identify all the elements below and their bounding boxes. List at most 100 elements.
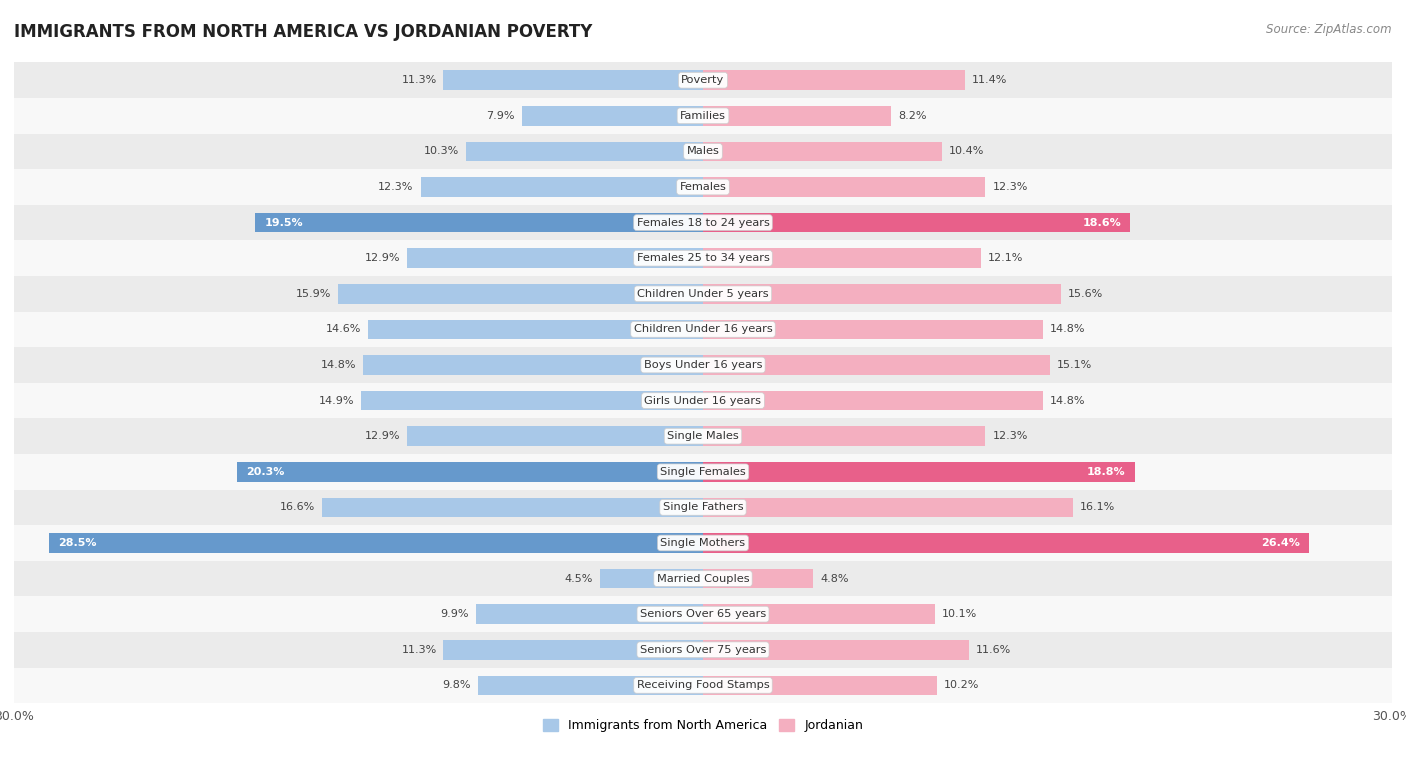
- Text: Single Fathers: Single Fathers: [662, 503, 744, 512]
- Text: Seniors Over 65 years: Seniors Over 65 years: [640, 609, 766, 619]
- Text: Children Under 16 years: Children Under 16 years: [634, 324, 772, 334]
- Text: 18.6%: 18.6%: [1083, 218, 1121, 227]
- Text: 12.1%: 12.1%: [988, 253, 1024, 263]
- Bar: [14, 240, 1392, 276]
- Text: Married Couples: Married Couples: [657, 574, 749, 584]
- Text: 15.9%: 15.9%: [295, 289, 330, 299]
- Text: 28.5%: 28.5%: [58, 538, 96, 548]
- Text: 11.6%: 11.6%: [976, 645, 1011, 655]
- Text: Receiving Food Stamps: Receiving Food Stamps: [637, 681, 769, 691]
- Text: Poverty: Poverty: [682, 75, 724, 85]
- Text: Girls Under 16 years: Girls Under 16 years: [644, 396, 762, 406]
- Bar: [703, 70, 965, 90]
- Bar: [703, 356, 1050, 374]
- Bar: [236, 462, 703, 481]
- Text: 10.2%: 10.2%: [945, 681, 980, 691]
- Bar: [14, 632, 1392, 668]
- Text: 12.3%: 12.3%: [993, 431, 1028, 441]
- Bar: [48, 533, 703, 553]
- Bar: [703, 391, 1043, 410]
- Bar: [703, 213, 1130, 233]
- Text: 15.1%: 15.1%: [1057, 360, 1092, 370]
- Bar: [14, 525, 1392, 561]
- Bar: [703, 497, 1073, 517]
- Text: Females 18 to 24 years: Females 18 to 24 years: [637, 218, 769, 227]
- Text: 10.3%: 10.3%: [425, 146, 460, 156]
- Bar: [14, 561, 1392, 597]
- Bar: [703, 106, 891, 126]
- Bar: [467, 142, 703, 161]
- Text: IMMIGRANTS FROM NORTH AMERICA VS JORDANIAN POVERTY: IMMIGRANTS FROM NORTH AMERICA VS JORDANI…: [14, 23, 592, 41]
- Text: 10.4%: 10.4%: [949, 146, 984, 156]
- Bar: [703, 142, 942, 161]
- Text: 14.6%: 14.6%: [325, 324, 361, 334]
- Text: 14.8%: 14.8%: [1050, 324, 1085, 334]
- Text: 9.8%: 9.8%: [443, 681, 471, 691]
- Text: 16.1%: 16.1%: [1080, 503, 1115, 512]
- Bar: [14, 276, 1392, 312]
- Text: Boys Under 16 years: Boys Under 16 years: [644, 360, 762, 370]
- Bar: [14, 454, 1392, 490]
- Text: 12.9%: 12.9%: [364, 431, 399, 441]
- Bar: [14, 312, 1392, 347]
- Bar: [420, 177, 703, 197]
- Text: Families: Families: [681, 111, 725, 121]
- Bar: [478, 675, 703, 695]
- Bar: [14, 347, 1392, 383]
- Text: Children Under 5 years: Children Under 5 years: [637, 289, 769, 299]
- Text: 4.8%: 4.8%: [820, 574, 849, 584]
- Bar: [703, 249, 981, 268]
- Text: 8.2%: 8.2%: [898, 111, 927, 121]
- Bar: [14, 133, 1392, 169]
- Text: Males: Males: [686, 146, 720, 156]
- Bar: [14, 383, 1392, 418]
- Bar: [406, 427, 703, 446]
- Bar: [14, 418, 1392, 454]
- Bar: [14, 205, 1392, 240]
- Text: 14.8%: 14.8%: [1050, 396, 1085, 406]
- Bar: [337, 284, 703, 304]
- Text: Females: Females: [679, 182, 727, 192]
- Text: 19.5%: 19.5%: [264, 218, 304, 227]
- Text: 26.4%: 26.4%: [1261, 538, 1301, 548]
- Text: 11.3%: 11.3%: [401, 645, 437, 655]
- Text: 20.3%: 20.3%: [246, 467, 284, 477]
- Bar: [475, 604, 703, 624]
- Bar: [703, 568, 813, 588]
- Bar: [361, 391, 703, 410]
- Bar: [599, 568, 703, 588]
- Bar: [443, 70, 703, 90]
- Text: Females 25 to 34 years: Females 25 to 34 years: [637, 253, 769, 263]
- Legend: Immigrants from North America, Jordanian: Immigrants from North America, Jordanian: [537, 714, 869, 738]
- Bar: [363, 356, 703, 374]
- Text: 12.3%: 12.3%: [993, 182, 1028, 192]
- Text: 16.6%: 16.6%: [280, 503, 315, 512]
- Bar: [14, 169, 1392, 205]
- Bar: [703, 604, 935, 624]
- Text: 12.3%: 12.3%: [378, 182, 413, 192]
- Bar: [703, 675, 938, 695]
- Text: 15.6%: 15.6%: [1069, 289, 1104, 299]
- Text: 9.9%: 9.9%: [440, 609, 468, 619]
- Text: 4.5%: 4.5%: [564, 574, 593, 584]
- Bar: [703, 640, 969, 659]
- Bar: [368, 320, 703, 339]
- Bar: [14, 98, 1392, 133]
- Bar: [522, 106, 703, 126]
- Bar: [703, 462, 1135, 481]
- Text: 18.8%: 18.8%: [1087, 467, 1126, 477]
- Text: 7.9%: 7.9%: [486, 111, 515, 121]
- Bar: [322, 497, 703, 517]
- Text: Seniors Over 75 years: Seniors Over 75 years: [640, 645, 766, 655]
- Text: 14.9%: 14.9%: [318, 396, 354, 406]
- Bar: [14, 597, 1392, 632]
- Bar: [443, 640, 703, 659]
- Text: 10.1%: 10.1%: [942, 609, 977, 619]
- Bar: [703, 177, 986, 197]
- Bar: [703, 320, 1043, 339]
- Text: Single Mothers: Single Mothers: [661, 538, 745, 548]
- Text: Source: ZipAtlas.com: Source: ZipAtlas.com: [1267, 23, 1392, 36]
- Bar: [14, 62, 1392, 98]
- Text: 11.4%: 11.4%: [972, 75, 1007, 85]
- Bar: [703, 284, 1062, 304]
